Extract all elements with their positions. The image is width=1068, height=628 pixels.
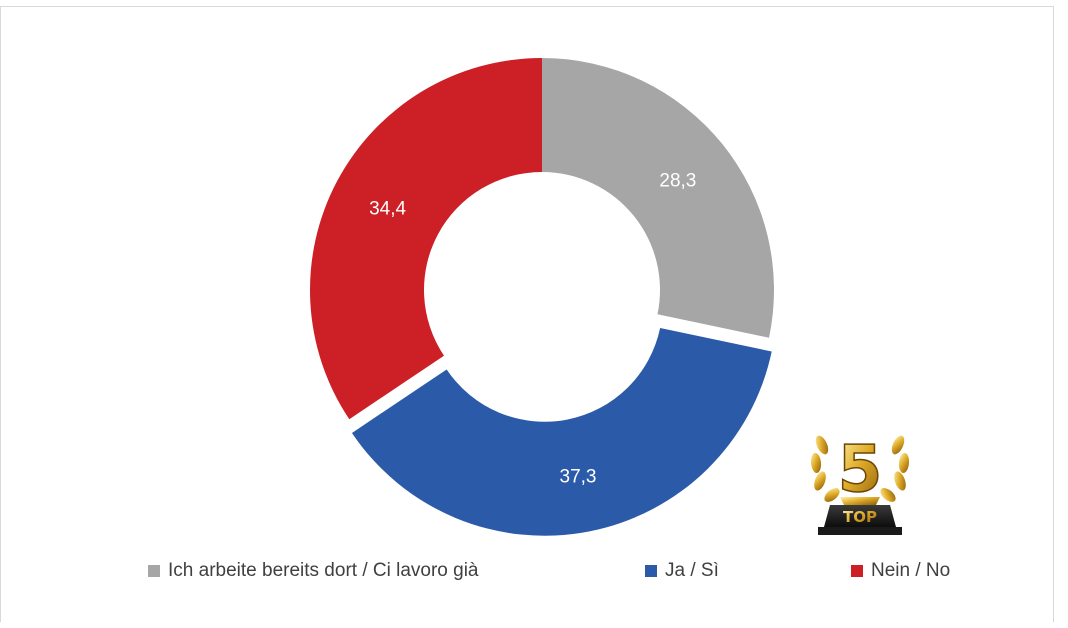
laurel-icon: [810, 435, 910, 502]
trophy-number: 5: [838, 433, 883, 507]
slice-no: [310, 58, 542, 420]
legend-swatch-gray: [148, 565, 160, 577]
slice-already-working: [542, 58, 774, 338]
data-label: 28,3: [659, 171, 696, 192]
legend-label: Nein / No: [871, 560, 951, 581]
trophy-top5-icon: 5 TOP: [810, 432, 910, 535]
data-label: 34,4: [369, 199, 406, 220]
legend: Ich arbeite bereits dort / Ci lavoro già…: [0, 560, 1068, 584]
trophy-text: TOP: [843, 508, 877, 526]
legend-item-yes: Ja / Sì: [645, 560, 719, 582]
legend-label: Ja / Sì: [665, 560, 719, 581]
legend-swatch-red: [851, 565, 863, 577]
legend-swatch-blue: [645, 565, 657, 577]
legend-item-already-working: Ich arbeite bereits dort / Ci lavoro già: [148, 560, 479, 582]
chart-frame: [0, 6, 1054, 622]
slice-yes: [351, 328, 772, 536]
legend-item-no: Nein / No: [851, 560, 950, 582]
data-label: 37,3: [560, 467, 597, 488]
legend-label: Ich arbeite bereits dort / Ci lavoro già: [168, 560, 479, 581]
